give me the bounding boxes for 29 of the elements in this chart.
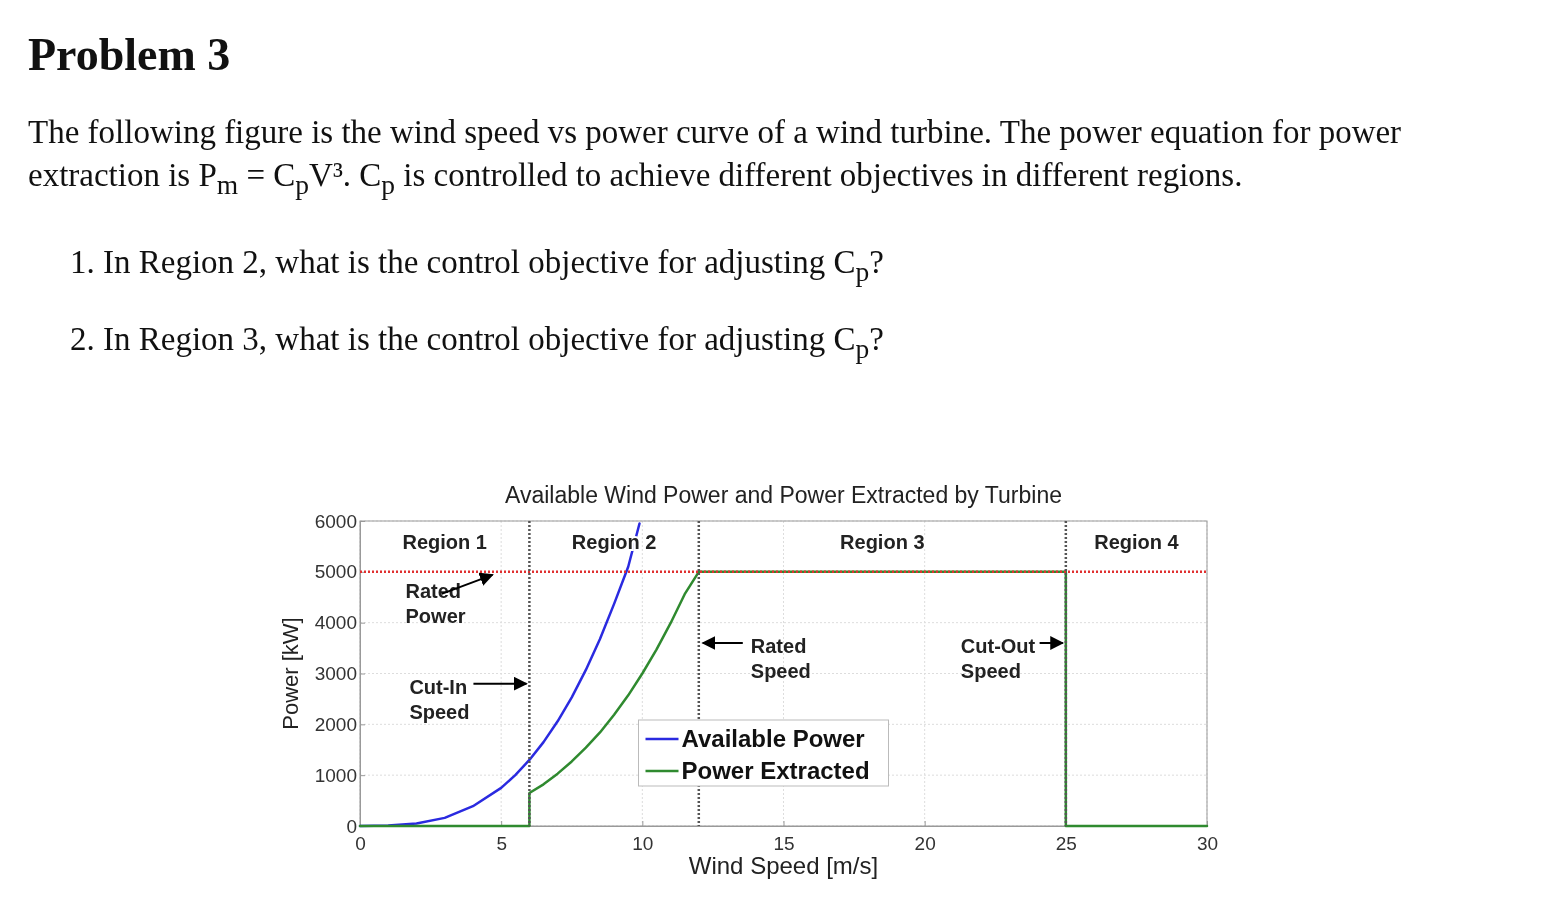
x-tick-label: 30 — [1196, 832, 1219, 854]
y-tick-label: 1000 — [314, 764, 357, 786]
y-tick-label: 0 — [346, 815, 357, 837]
legend-label: Power Extracted — [681, 757, 870, 784]
y-tick-label: 2000 — [314, 713, 357, 735]
y-tick-label: 4000 — [314, 612, 357, 634]
annotation: Rated Speed — [750, 635, 811, 682]
x-tick-label: 15 — [773, 832, 795, 854]
text: Problem 3 — [28, 28, 232, 81]
annotation: Region 1 — [402, 531, 487, 553]
x-tick-label: 10 — [632, 832, 654, 854]
annotation: Region 3 — [840, 531, 925, 553]
legend-label: Available Power — [681, 725, 865, 752]
annotation: Cut-Out Speed — [960, 635, 1036, 682]
x-tick-label: 5 — [496, 832, 507, 854]
chart-title: Available Wind Power and Power Extracted by Turbine — [505, 482, 1062, 508]
annotation: Region 4 — [1094, 531, 1180, 553]
x-axis-title: Wind Speed [m/s] — [688, 852, 879, 879]
text: 2. In Region 3, what is the control objective for adjusting C$_{p}$? — [70, 321, 885, 365]
y-tick-label: 6000 — [314, 510, 357, 532]
y-axis-title: Power [kW] — [278, 617, 303, 730]
y-tick-label: 5000 — [314, 561, 357, 583]
y-tick-label: 3000 — [314, 663, 357, 685]
annotation: Cut-In Speed — [409, 675, 470, 723]
text: 1. In Region 2, what is the control objective for adjusting C$_{p}$? — [70, 243, 885, 288]
x-tick-label: 20 — [914, 832, 936, 854]
annotation: Rated Power — [405, 579, 466, 627]
x-tick-label: 25 — [1055, 832, 1077, 854]
text: The following figure is the wind speed vs power curve of a wind turbine. The power equation for power extraction is P$_{m}$ = C$_{p}$V³. C$_{p}$ is controlled to achieve different objectives in different regions. — [28, 113, 1403, 202]
